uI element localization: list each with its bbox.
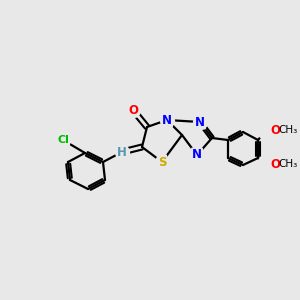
Text: N: N (195, 116, 205, 128)
Text: H: H (117, 146, 127, 158)
Text: Cl: Cl (57, 135, 69, 145)
Text: N: N (162, 113, 172, 127)
Text: CH₃: CH₃ (278, 159, 297, 169)
Text: CH₃: CH₃ (278, 125, 297, 135)
Text: O: O (270, 158, 280, 170)
Text: S: S (158, 155, 166, 169)
Text: N: N (192, 148, 202, 161)
Text: O: O (270, 124, 280, 136)
Text: O: O (128, 103, 138, 116)
